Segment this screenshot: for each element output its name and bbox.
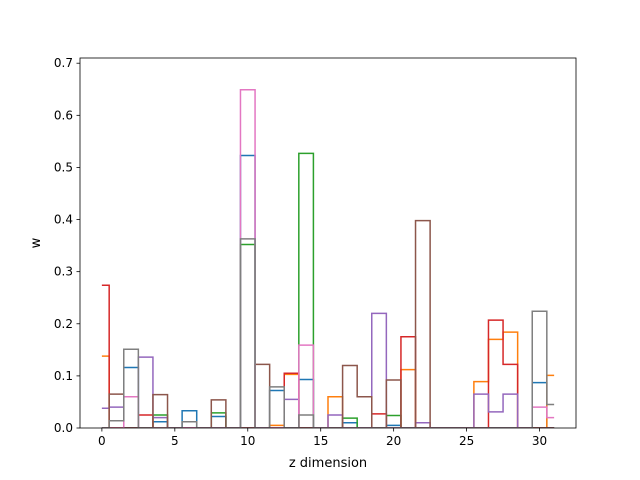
y-tick-label: 0.2: [54, 317, 73, 331]
x-axis-label: z dimension: [289, 456, 367, 471]
x-tick-label: 5: [171, 434, 179, 448]
y-tick-label: 0.4: [54, 213, 73, 227]
x-tick-label: 0: [98, 434, 106, 448]
y-axis-label: w: [29, 237, 44, 248]
series-line-3: [101, 152, 555, 428]
x-axis-ticks: 0 5 10 15 20 25 30: [98, 428, 547, 448]
x-tick-label: 15: [313, 434, 328, 448]
axes-frame: [79, 57, 577, 429]
y-tick-label: 0.0: [54, 421, 73, 435]
y-tick-label: 0.1: [54, 369, 73, 383]
series-line-7: [101, 89, 555, 428]
series-line-4: [101, 284, 555, 428]
y-tick-label: 0.5: [54, 160, 73, 174]
x-tick-label: 30: [532, 434, 547, 448]
y-tick-label: 0.7: [54, 56, 73, 70]
x-tick-label: 25: [459, 434, 474, 448]
series-line-5: [101, 312, 555, 428]
plot-area: [79, 57, 577, 429]
y-tick-label: 0.6: [54, 108, 73, 122]
x-tick-label: 10: [240, 434, 255, 448]
x-tick-label: 20: [386, 434, 401, 448]
y-axis-ticks: 0.0 0.1 0.2 0.3 0.4 0.5 0.6 0.7: [54, 56, 80, 435]
series-layer: [101, 89, 555, 428]
series-line-6: [101, 219, 555, 428]
y-tick-label: 0.3: [54, 265, 73, 279]
